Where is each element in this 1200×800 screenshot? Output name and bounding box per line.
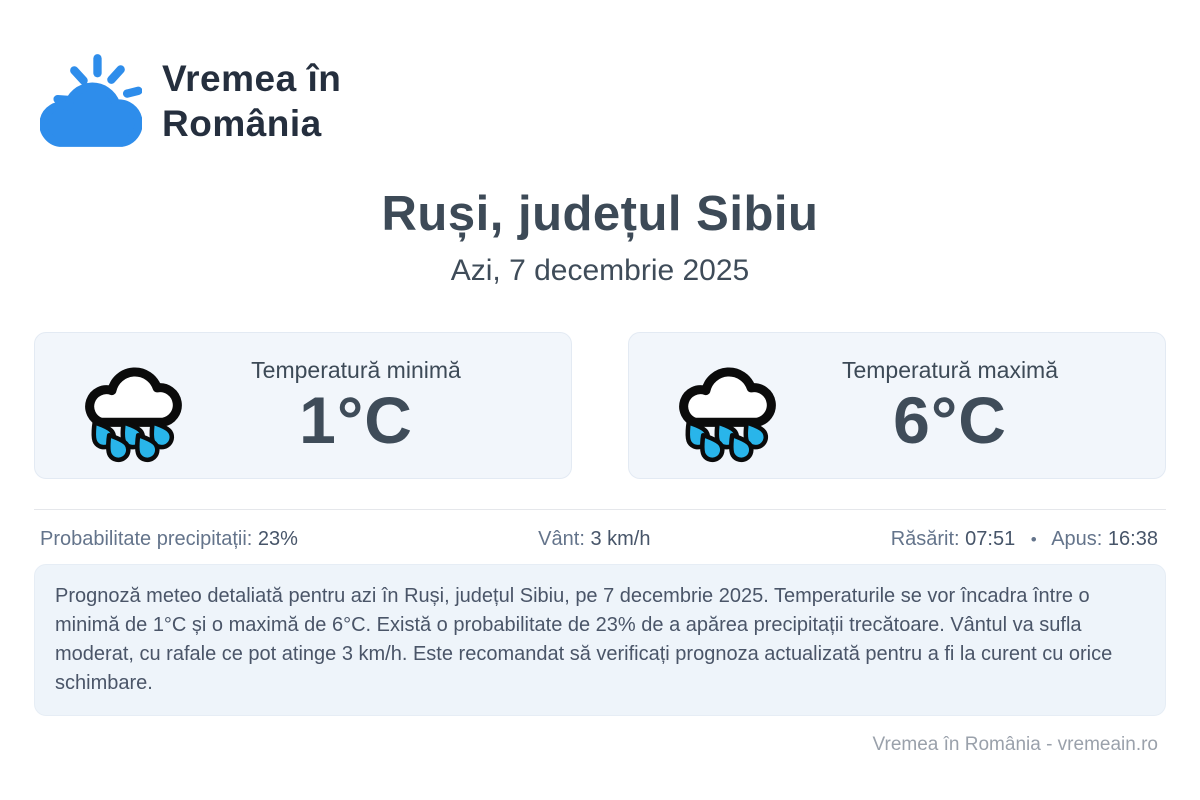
rain-cloud-icon [69, 367, 182, 464]
sunrise-label: Răsărit: [890, 528, 960, 551]
max-temperature-card: Temperatură maximă 6°C [628, 332, 1166, 480]
stats-row: Probabilitate precipitații: 23% Vânt: 3 … [40, 528, 1158, 551]
date-subtitle: Azi, 7 decembrie 2025 [450, 254, 750, 288]
wind-value: 3 km/h [590, 528, 651, 551]
max-temperature-label: Temperatură maximă [841, 356, 1059, 383]
precipitation-value: 23% [257, 528, 298, 551]
logo-line1: Vremea în [162, 57, 342, 99]
precipitation-stat: Probabilitate precipitații: 23% [40, 528, 298, 551]
precipitation-label: Probabilitate precipitații: [40, 528, 253, 551]
sun-stat: Răsărit: 07:51 • Apus: 16:38 [891, 528, 1158, 551]
min-temperature-text: Temperatură minimă 1°C [191, 357, 521, 455]
min-temperature-label: Temperatură minimă [251, 356, 461, 383]
min-temperature-value: 1°C [299, 382, 413, 457]
site-logo-text: Vremea în România [162, 56, 341, 146]
page-title: Ruși, județul Sibiu [381, 187, 819, 241]
rain-cloud-icon [663, 367, 776, 464]
bullet-separator: • [1030, 530, 1037, 550]
forecast-description-box: Prognoză meteo detaliată pentru azi în R… [34, 564, 1166, 717]
footer-credit: Vremea în România - vremeain.ro [872, 734, 1158, 756]
max-temperature-value: 6°C [893, 382, 1007, 457]
section-divider [34, 509, 1166, 511]
site-logo: Vremea în România [40, 42, 341, 160]
logo-line2: România [162, 103, 322, 144]
temperature-cards: Temperatură minimă 1°C Temperatură maxim… [34, 332, 1166, 480]
heading-block: Ruși, județul Sibiu Azi, 7 decembrie 202… [0, 0, 1200, 288]
wind-stat: Vânt: 3 km/h [538, 528, 650, 551]
max-temperature-text: Temperatură maximă 6°C [785, 357, 1115, 455]
sunset-value: 16:38 [1107, 528, 1158, 551]
min-temperature-card: Temperatură minimă 1°C [34, 332, 572, 480]
sunset-label: Apus: [1051, 528, 1103, 551]
wind-label: Vânt: [538, 528, 585, 551]
sun-cloud-icon [40, 54, 142, 147]
forecast-description: Prognoză meteo detaliată pentru azi în R… [55, 585, 1113, 695]
sunrise-value: 07:51 [965, 528, 1016, 551]
